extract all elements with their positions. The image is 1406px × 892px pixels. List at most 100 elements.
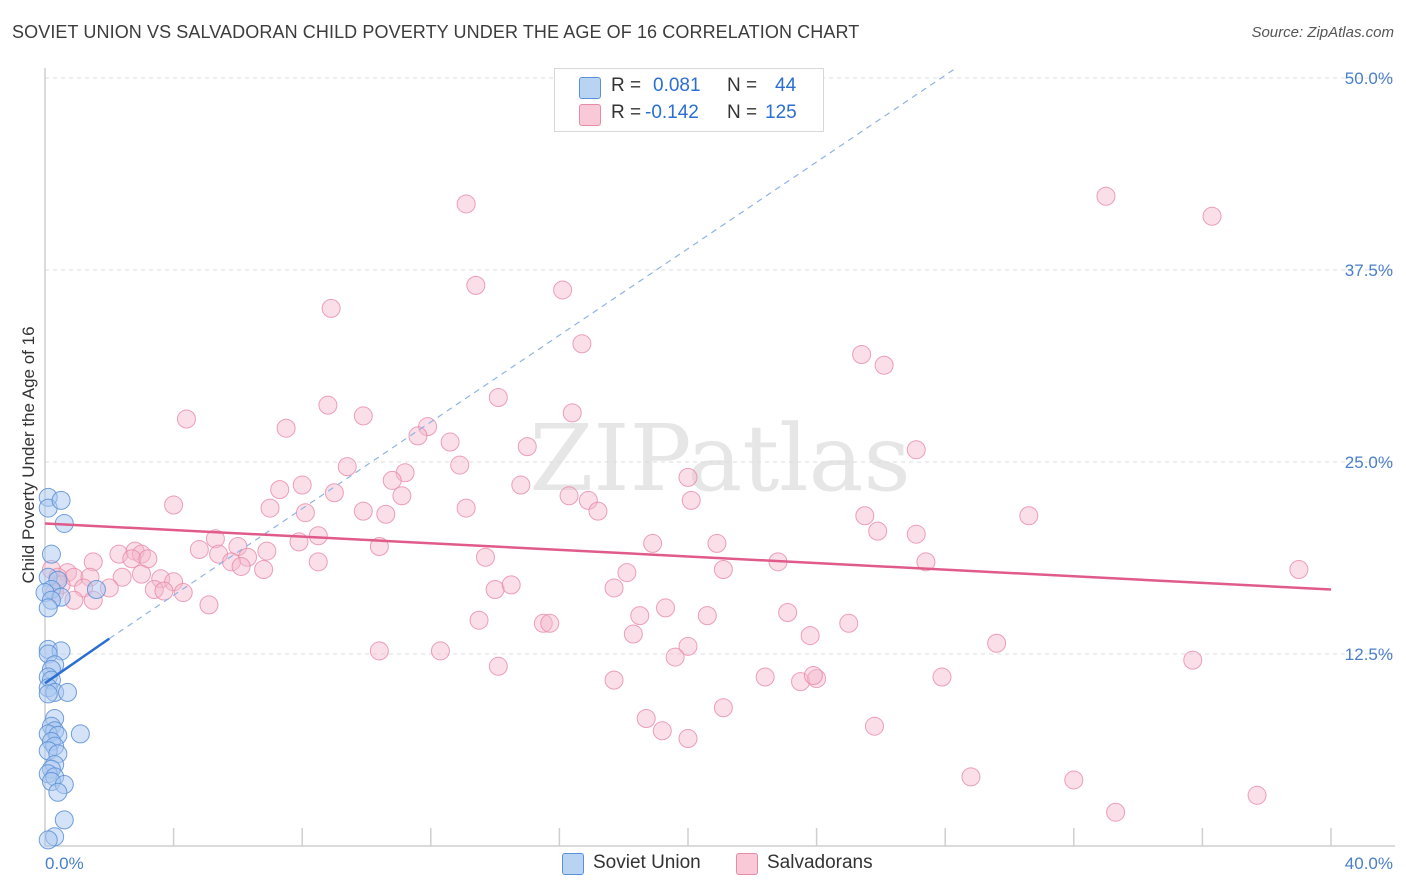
n-label: N = (727, 102, 758, 123)
salvadorans-point (906, 524, 926, 544)
salvadorans-point (308, 552, 328, 572)
salvadorans-point (238, 547, 258, 567)
soviet-union-points (35, 487, 106, 850)
salvadorans-point (652, 721, 672, 741)
y-axis-label: Child Poverty Under the Age of 16 (19, 326, 38, 583)
salvadorans-point (112, 567, 132, 587)
salvadorans-point (707, 533, 727, 553)
salvadorans-point (617, 563, 637, 583)
chart-title: SOVIET UNION VS SALVADORAN CHILD POVERTY… (12, 22, 860, 42)
salvadorans-point (164, 495, 184, 515)
salvadorans-point (469, 610, 489, 630)
x-tick-label: 40.0% (1345, 854, 1393, 873)
salvadorans-point (369, 641, 389, 661)
soviet-union-point (38, 830, 58, 850)
salvadorans-point (864, 716, 884, 736)
salvadorans-points (41, 186, 1309, 822)
salvadorans-point (337, 457, 357, 477)
salvadorans-point (231, 556, 251, 576)
salvadorans-point (144, 579, 164, 599)
salvadorans-point (540, 613, 560, 633)
legend-label: Soviet Union (593, 852, 701, 873)
salvadorans-point (578, 490, 598, 510)
salvadorans-point (353, 406, 373, 426)
r-label: R = (611, 75, 642, 96)
salvadorans-point (257, 541, 277, 561)
salvadorans-point (533, 613, 553, 633)
salvadorans-point (260, 498, 280, 518)
y-tick-label: 12.5% (1345, 645, 1393, 664)
salvadorans-point (151, 569, 171, 589)
salvadorans-point (408, 426, 428, 446)
r-value: 0.081 (653, 75, 701, 96)
salvadorans-point (376, 504, 396, 524)
salvadorans-point (176, 409, 196, 429)
salvadorans-point (205, 529, 225, 549)
y-tick-label: 50.0% (1345, 69, 1393, 88)
soviet-union-point (38, 598, 58, 618)
soviet-union-trend-line (44, 637, 111, 685)
salvadorans-point (588, 501, 608, 521)
salvadorans-point (623, 624, 643, 644)
salvadorans-point (1019, 506, 1039, 526)
salvadorans-point (488, 387, 508, 407)
y-tick-label: 37.5% (1345, 261, 1393, 280)
salvadorans-point (655, 598, 675, 618)
salvadorans-point (855, 506, 875, 526)
tick-labels: 12.5% 25.0% 37.5% 50.0% 0.0% 40.0% (45, 69, 1393, 873)
salvadorans-point (122, 549, 142, 569)
salvadorans-point (456, 194, 476, 214)
source-label: Source: ZipAtlas.com (1251, 24, 1394, 41)
salvadorans-point (800, 626, 820, 646)
salvadorans-point (906, 440, 926, 460)
salvadorans-point (932, 667, 952, 687)
salvadorans-point (1289, 560, 1309, 580)
watermark: ZIPatlas (529, 405, 910, 512)
salvadorans-point (713, 560, 733, 580)
soviet-union-swatch (562, 853, 584, 875)
salvadorans-point (321, 298, 341, 318)
salvadorans-point (553, 280, 573, 300)
soviet-union-point (86, 579, 106, 599)
salvadorans-point (501, 575, 521, 595)
salvadorans-point (604, 670, 624, 690)
soviet-union-point (41, 544, 61, 564)
trend-lines (44, 68, 1332, 685)
y-tick-label: 25.0% (1345, 453, 1393, 472)
n-label: N = (727, 75, 758, 96)
soviet-union-swatch (579, 77, 601, 99)
salvadorans-point (636, 709, 656, 729)
salvadorans-point (466, 275, 486, 295)
soviet-union-point (38, 684, 58, 704)
soviet-union-point (48, 782, 68, 802)
salvadorans-point (562, 403, 582, 423)
salvadorans-point (1096, 186, 1116, 206)
salvadorans-point (961, 767, 981, 787)
legend-label: Salvadorans (767, 852, 873, 873)
correlation-legend: R = 0.081 N = 44 R = -0.142 N = 125 (554, 68, 824, 132)
salvadorans-point (678, 728, 698, 748)
salvadorans-swatch (736, 853, 758, 875)
soviet-union-point (70, 724, 90, 744)
salvadorans-point (559, 486, 579, 506)
salvadorans-point (807, 669, 827, 689)
salvadorans-point (852, 344, 872, 364)
salvadorans-point (83, 552, 103, 572)
salvadorans-point (1247, 785, 1267, 805)
soviet-union-point (58, 682, 78, 702)
salvadorans-swatch (579, 104, 601, 126)
salvadorans-point (803, 666, 823, 686)
salvadorans-point (681, 490, 701, 510)
salvadorans-point (382, 470, 402, 490)
salvadorans-point (154, 581, 174, 601)
salvadorans-point (308, 526, 328, 546)
salvadorans-point (430, 641, 450, 661)
salvadorans-point (665, 647, 685, 667)
salvadorans-point (916, 552, 936, 572)
soviet-union-trend-extension (108, 68, 956, 640)
salvadorans-point (697, 606, 717, 626)
salvadorans-point (755, 667, 775, 687)
salvadorans-point (604, 578, 624, 598)
salvadorans-point (572, 334, 592, 354)
